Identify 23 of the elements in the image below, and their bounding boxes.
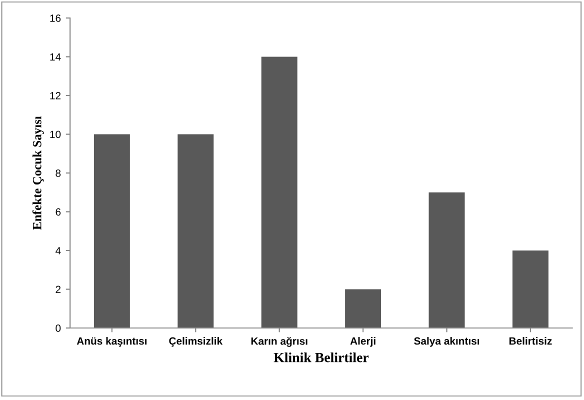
y-tick-label: 6 [56, 208, 61, 216]
y-tick-label: 10 [50, 130, 61, 138]
bar [512, 250, 548, 328]
y-tick-label: 16 [50, 14, 61, 22]
x-tick-label: Alerji [350, 337, 376, 347]
x-tick-label: Salya akıntısı [414, 337, 480, 347]
y-tick-label: 0 [56, 324, 61, 332]
y-axis-title: Enfekte Çocuk Sayısı [32, 116, 44, 230]
bar [261, 56, 298, 328]
bar [178, 134, 214, 328]
bar [345, 289, 382, 328]
x-tick-label: Karın ağrısı [251, 337, 308, 347]
y-tick-label: 8 [56, 170, 61, 177]
y-tick-label: 14 [50, 53, 61, 61]
bar [94, 134, 130, 328]
y-tick-label: 4 [56, 247, 61, 254]
x-axis-title: Klinik Belirtiler [274, 352, 369, 362]
y-tick-label: 12 [50, 92, 61, 100]
y-tick-label: 2 [56, 286, 61, 294]
bar [428, 192, 465, 328]
x-tick-label: Belirtisiz [509, 337, 552, 345]
x-tick-label: Anüs kaşıntısı [76, 337, 147, 347]
x-tick-label: Çelimsizlik [169, 337, 223, 347]
